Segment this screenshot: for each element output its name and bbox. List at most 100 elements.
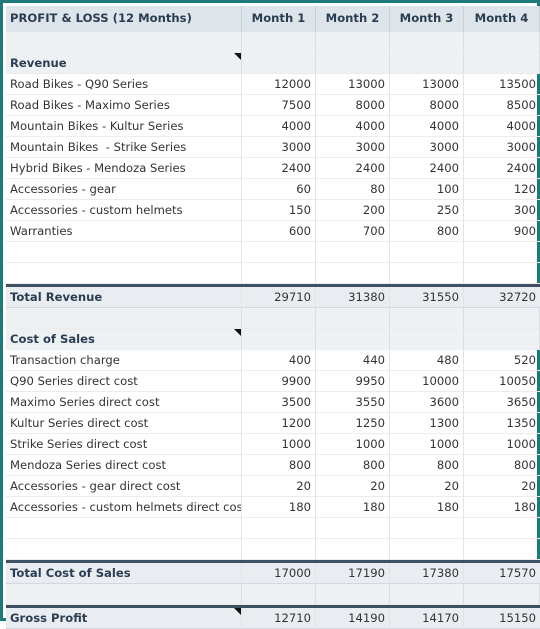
row-label[interactable]: Accessories - custom helmets — [6, 200, 242, 221]
row-label[interactable]: Kultur Series direct cost — [6, 413, 242, 434]
total-value[interactable]: 17000 — [242, 563, 316, 584]
value-cell[interactable]: 3000 — [242, 137, 316, 158]
value-cell[interactable]: 1250 — [316, 413, 390, 434]
row-label[interactable]: Road Bikes - Q90 Series — [6, 74, 242, 95]
month-header[interactable]: Month 3 — [390, 6, 464, 32]
empty-cell[interactable] — [242, 242, 316, 263]
value-cell[interactable]: 3000 — [390, 137, 464, 158]
row-label[interactable]: Maximo Series direct cost — [6, 392, 242, 413]
row-label[interactable]: Mountain Bikes - Kultur Series — [6, 116, 242, 137]
value-cell[interactable]: 2400 — [316, 158, 390, 179]
value-cell[interactable]: 9950 — [316, 371, 390, 392]
row-label[interactable]: Strike Series direct cost — [6, 434, 242, 455]
empty-cell[interactable] — [464, 308, 540, 329]
empty-cell[interactable] — [6, 518, 242, 539]
total-label[interactable]: Total Revenue — [6, 287, 242, 308]
empty-cell[interactable] — [464, 539, 540, 560]
value-cell[interactable]: 3600 — [390, 392, 464, 413]
empty-cell[interactable] — [316, 53, 390, 74]
value-cell[interactable]: 13500 — [464, 74, 540, 95]
total-value[interactable]: 17570 — [464, 563, 540, 584]
value-cell[interactable]: 10000 — [390, 371, 464, 392]
value-cell[interactable]: 1000 — [464, 434, 540, 455]
value-cell[interactable]: 120 — [464, 179, 540, 200]
value-cell[interactable]: 13000 — [390, 74, 464, 95]
empty-cell[interactable] — [242, 32, 316, 53]
value-cell[interactable]: 4000 — [390, 116, 464, 137]
value-cell[interactable]: 20 — [242, 476, 316, 497]
value-cell[interactable]: 800 — [464, 455, 540, 476]
value-cell[interactable]: 700 — [316, 221, 390, 242]
empty-cell[interactable] — [242, 263, 316, 284]
total-value[interactable]: 15150 — [464, 608, 540, 629]
total-value[interactable]: 31550 — [390, 287, 464, 308]
empty-cell[interactable] — [464, 518, 540, 539]
empty-cell[interactable] — [242, 308, 316, 329]
value-cell[interactable]: 300 — [464, 200, 540, 221]
empty-cell[interactable] — [464, 53, 540, 74]
value-cell[interactable]: 12000 — [242, 74, 316, 95]
value-cell[interactable]: 100 — [390, 179, 464, 200]
value-cell[interactable]: 800 — [390, 455, 464, 476]
row-label[interactable]: Mountain Bikes - Strike Series — [6, 137, 242, 158]
row-label[interactable]: Warranties — [6, 221, 242, 242]
empty-cell[interactable] — [390, 539, 464, 560]
value-cell[interactable]: 520 — [464, 350, 540, 371]
value-cell[interactable]: 2400 — [390, 158, 464, 179]
value-cell[interactable]: 2400 — [464, 158, 540, 179]
value-cell[interactable]: 400 — [242, 350, 316, 371]
empty-cell[interactable] — [464, 263, 540, 284]
value-cell[interactable]: 4000 — [316, 116, 390, 137]
row-label[interactable]: Accessories - gear — [6, 179, 242, 200]
value-cell[interactable]: 13000 — [316, 74, 390, 95]
row-label[interactable]: Road Bikes - Maximo Series — [6, 95, 242, 116]
total-value[interactable]: 14170 — [390, 608, 464, 629]
empty-cell[interactable] — [464, 32, 540, 53]
value-cell[interactable]: 9900 — [242, 371, 316, 392]
value-cell[interactable]: 800 — [316, 455, 390, 476]
total-value[interactable]: 14190 — [316, 608, 390, 629]
month-header[interactable]: Month 4 — [464, 6, 540, 32]
empty-cell[interactable] — [242, 518, 316, 539]
value-cell[interactable]: 1350 — [464, 413, 540, 434]
value-cell[interactable]: 1000 — [242, 434, 316, 455]
empty-cell[interactable] — [6, 263, 242, 284]
value-cell[interactable]: 1000 — [390, 434, 464, 455]
empty-cell[interactable] — [390, 518, 464, 539]
value-cell[interactable]: 3500 — [242, 392, 316, 413]
empty-cell[interactable] — [390, 308, 464, 329]
value-cell[interactable]: 10050 — [464, 371, 540, 392]
value-cell[interactable]: 8500 — [464, 95, 540, 116]
value-cell[interactable]: 8000 — [390, 95, 464, 116]
total-label[interactable]: Total Cost of Sales — [6, 563, 242, 584]
value-cell[interactable]: 1300 — [390, 413, 464, 434]
value-cell[interactable]: 150 — [242, 200, 316, 221]
total-value[interactable]: 31380 — [316, 287, 390, 308]
empty-cell[interactable] — [6, 242, 242, 263]
value-cell[interactable]: 180 — [316, 497, 390, 518]
empty-cell[interactable] — [390, 32, 464, 53]
empty-cell[interactable] — [242, 584, 316, 605]
total-label[interactable]: Gross Profit — [6, 608, 242, 629]
empty-cell[interactable] — [242, 539, 316, 560]
value-cell[interactable]: 80 — [316, 179, 390, 200]
empty-cell[interactable] — [316, 32, 390, 53]
value-cell[interactable]: 1200 — [242, 413, 316, 434]
value-cell[interactable]: 900 — [464, 221, 540, 242]
value-cell[interactable]: 3550 — [316, 392, 390, 413]
empty-cell[interactable] — [316, 584, 390, 605]
row-label[interactable]: Q90 Series direct cost — [6, 371, 242, 392]
empty-cell[interactable] — [6, 539, 242, 560]
value-cell[interactable]: 3650 — [464, 392, 540, 413]
total-value[interactable]: 17190 — [316, 563, 390, 584]
value-cell[interactable]: 8000 — [316, 95, 390, 116]
section-label[interactable]: Cost of Sales — [6, 329, 242, 350]
value-cell[interactable]: 800 — [390, 221, 464, 242]
empty-cell[interactable] — [390, 242, 464, 263]
empty-cell[interactable] — [464, 329, 540, 350]
empty-cell[interactable] — [316, 329, 390, 350]
empty-cell[interactable] — [316, 539, 390, 560]
section-label[interactable]: Revenue — [6, 53, 242, 74]
row-label[interactable]: Hybrid Bikes - Mendoza Series — [6, 158, 242, 179]
value-cell[interactable]: 180 — [390, 497, 464, 518]
